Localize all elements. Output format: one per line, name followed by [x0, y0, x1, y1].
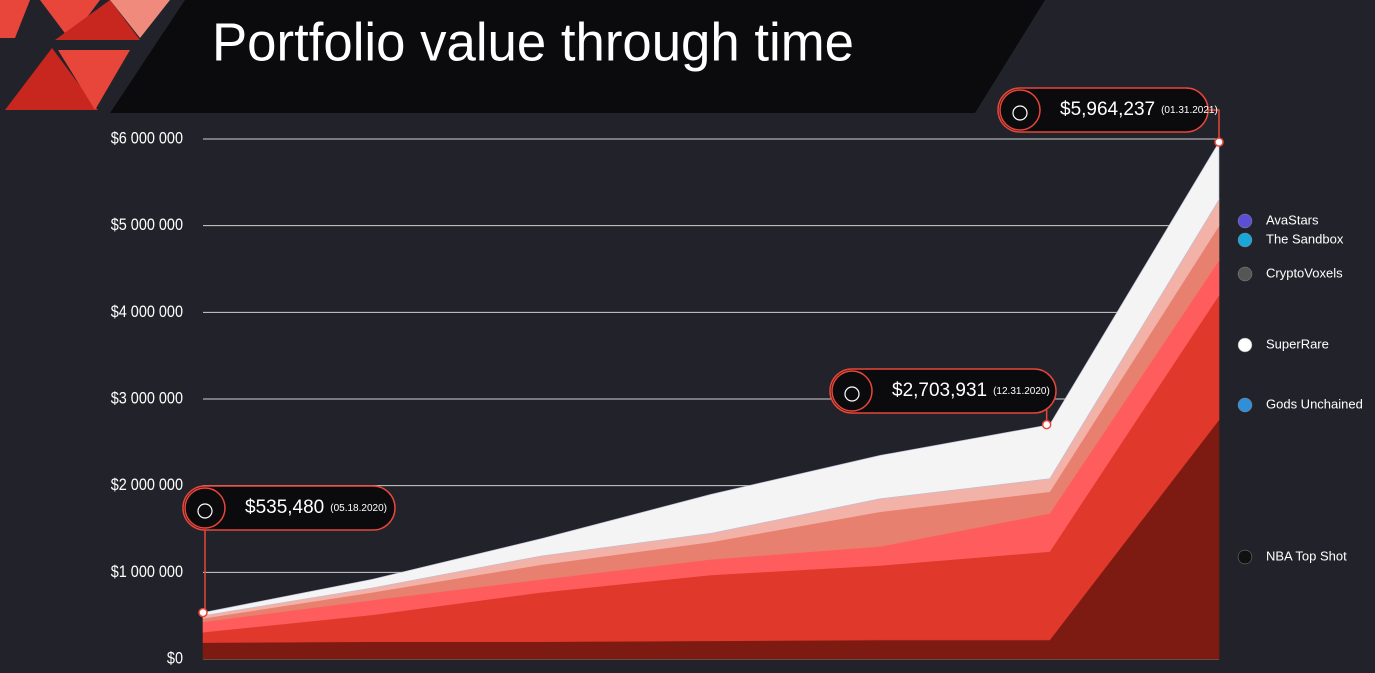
legend-icon: [1237, 337, 1253, 353]
y-tick-label: $4 000 000: [111, 303, 183, 321]
callout: $2,703,931 (12.31.2020): [829, 368, 1057, 430]
callout-icon: [197, 503, 213, 519]
legend-icon: [1237, 266, 1253, 282]
callout-value: $535,480 (05.18.2020): [245, 497, 387, 518]
callout-date: (05.18.2020): [330, 503, 387, 514]
legend-label: CryptoVoxels: [1266, 265, 1343, 280]
callout-box: [829, 368, 1057, 414]
callout-icon: [184, 487, 226, 529]
point-marker: [1041, 419, 1052, 430]
legend-icon: [1237, 213, 1253, 229]
logo: [58, 50, 130, 110]
logo: [40, 0, 100, 40]
legend-label: Gods Unchained: [1266, 396, 1363, 411]
callout-value: $5,964,237 (01.31.2021): [1060, 99, 1218, 120]
point-marker: [198, 607, 208, 618]
callout-icon: [1012, 105, 1028, 121]
y-tick-label: $0: [167, 649, 183, 667]
y-tick-label: $6 000 000: [111, 129, 183, 147]
callout-box: [997, 87, 1209, 133]
chart-title: Portfolio value through time: [212, 12, 854, 72]
legend-label: The Sandbox: [1266, 231, 1344, 246]
legend-icon: [1237, 232, 1253, 248]
legend-label: NBA Top Shot: [1266, 548, 1347, 563]
callout: $535,480 (05.18.2020): [182, 485, 396, 618]
area: [202, 141, 1220, 617]
logo: [55, 0, 140, 40]
y-tick-label: $2 000 000: [111, 476, 183, 494]
legend-label: SuperRare: [1266, 336, 1329, 351]
legend-icon: [1237, 397, 1253, 413]
callout-icon: [844, 386, 860, 402]
callout-box: [182, 485, 396, 531]
title-banner: [110, 0, 1045, 113]
callout-date: (12.31.2020): [993, 386, 1050, 397]
y-tick-label: $3 000 000: [111, 389, 183, 407]
legend-icon: [1237, 549, 1253, 565]
legend-label: AvaStars: [1266, 212, 1319, 227]
callout-value: $535,480: [245, 497, 324, 518]
callout-value: $5,964,237: [1060, 99, 1155, 120]
callout-value: $2,703,931 (12.31.2020): [892, 380, 1050, 401]
y-tick-label: $1 000 000: [111, 563, 183, 581]
logo: [5, 48, 98, 110]
callout-date: (01.31.2021): [1161, 105, 1218, 116]
point-marker: [1214, 137, 1224, 147]
logo: [0, 0, 30, 38]
callout-value: $2,703,931: [892, 380, 987, 401]
y-tick-label: $5 000 000: [111, 216, 183, 234]
callout-icon: [831, 370, 873, 412]
callout: $5,964,237 (01.31.2021): [997, 87, 1224, 147]
logo: [110, 0, 170, 38]
callout-icon: [999, 89, 1041, 131]
callout-line: [1208, 109, 1220, 143]
